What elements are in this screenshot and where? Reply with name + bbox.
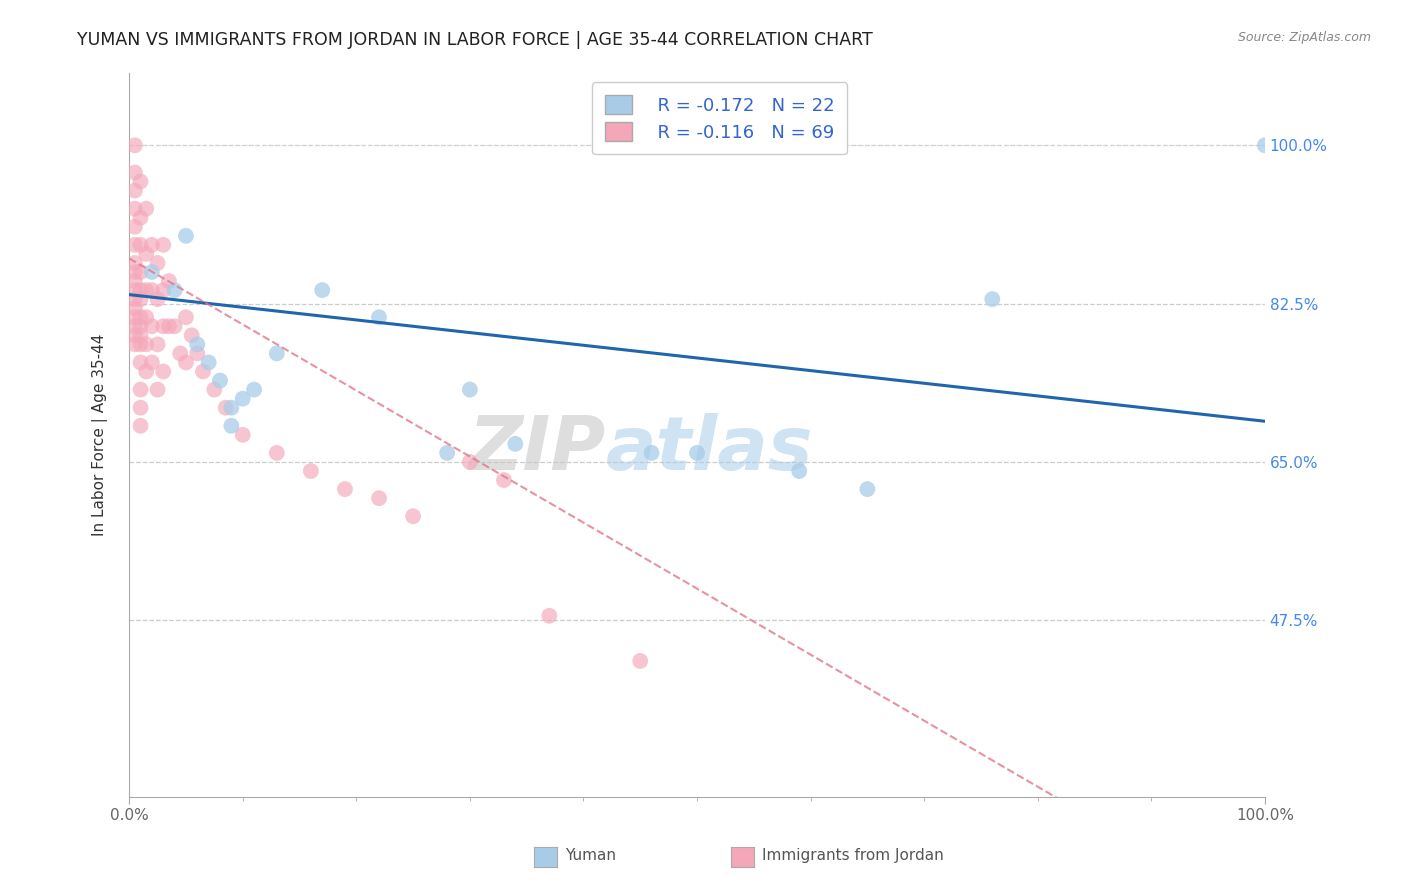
Point [368, 491, 391, 505]
Point [129, 238, 152, 252]
Point [856, 482, 879, 496]
Point [981, 292, 1004, 306]
Point [152, 319, 174, 334]
Point [124, 265, 146, 279]
Point [299, 464, 322, 478]
Point [135, 247, 157, 261]
Point [232, 392, 254, 406]
Point [232, 427, 254, 442]
Point [197, 355, 219, 369]
Legend:   R = -0.172   N = 22,   R = -0.116   N = 69: R = -0.172 N = 22, R = -0.116 N = 69 [592, 82, 848, 154]
Text: YUMAN VS IMMIGRANTS FROM JORDAN IN LABOR FORCE | AGE 35-44 CORRELATION CHART: YUMAN VS IMMIGRANTS FROM JORDAN IN LABOR… [77, 31, 873, 49]
Point [402, 509, 425, 524]
Point [124, 138, 146, 153]
Point [124, 184, 146, 198]
Point [174, 310, 197, 325]
Point [169, 346, 191, 360]
Point [686, 446, 709, 460]
Point [135, 202, 157, 216]
Point [311, 283, 333, 297]
Text: Yuman: Yuman [565, 847, 616, 863]
Point [538, 608, 561, 623]
Point [458, 455, 481, 469]
Point [152, 364, 174, 378]
Point [174, 228, 197, 243]
Point [129, 265, 152, 279]
Point [186, 337, 208, 351]
Point [129, 211, 152, 225]
Point [152, 283, 174, 297]
Point [146, 383, 169, 397]
Point [215, 401, 238, 415]
Point [243, 383, 266, 397]
Point [266, 446, 288, 460]
Point [129, 310, 152, 325]
Point [191, 364, 214, 378]
Point [141, 283, 163, 297]
Point [135, 337, 157, 351]
Point [135, 310, 157, 325]
Point [135, 364, 157, 378]
Point [124, 202, 146, 216]
Point [157, 274, 180, 288]
Point [141, 355, 163, 369]
Text: Immigrants from Jordan: Immigrants from Jordan [762, 847, 943, 863]
Point [124, 256, 146, 270]
Point [180, 328, 202, 343]
Point [124, 283, 146, 297]
Point [152, 238, 174, 252]
Point [1254, 138, 1277, 153]
Point [163, 319, 186, 334]
Point [141, 238, 163, 252]
Point [129, 319, 152, 334]
Point [640, 446, 662, 460]
Point [787, 464, 810, 478]
Point [124, 274, 146, 288]
Point [141, 319, 163, 334]
Point [124, 165, 146, 179]
Point [333, 482, 356, 496]
Point [163, 283, 186, 297]
Text: atlas: atlas [606, 413, 814, 486]
Point [202, 383, 225, 397]
Point [157, 319, 180, 334]
Point [129, 292, 152, 306]
Point [208, 374, 231, 388]
Point [129, 383, 152, 397]
Point [174, 355, 197, 369]
Point [492, 473, 515, 487]
Point [124, 238, 146, 252]
Point [129, 418, 152, 433]
Point [135, 283, 157, 297]
Point [505, 437, 527, 451]
Point [146, 337, 169, 351]
Point [266, 346, 288, 360]
Point [458, 383, 481, 397]
Point [368, 310, 391, 325]
Point [129, 337, 152, 351]
Point [124, 328, 146, 343]
Point [436, 446, 458, 460]
Point [146, 256, 169, 270]
Point [146, 292, 169, 306]
Point [124, 301, 146, 315]
Point [186, 346, 208, 360]
Text: Source: ZipAtlas.com: Source: ZipAtlas.com [1237, 31, 1371, 45]
Y-axis label: In Labor Force | Age 35-44: In Labor Force | Age 35-44 [93, 334, 108, 536]
Point [628, 654, 651, 668]
Point [124, 337, 146, 351]
Point [124, 219, 146, 234]
Point [129, 328, 152, 343]
Point [141, 265, 163, 279]
Point [221, 401, 243, 415]
Point [221, 418, 243, 433]
Point [129, 355, 152, 369]
Point [124, 292, 146, 306]
Point [124, 319, 146, 334]
Point [129, 175, 152, 189]
Point [129, 283, 152, 297]
Point [124, 310, 146, 325]
Point [129, 401, 152, 415]
Text: ZIP: ZIP [470, 413, 606, 486]
